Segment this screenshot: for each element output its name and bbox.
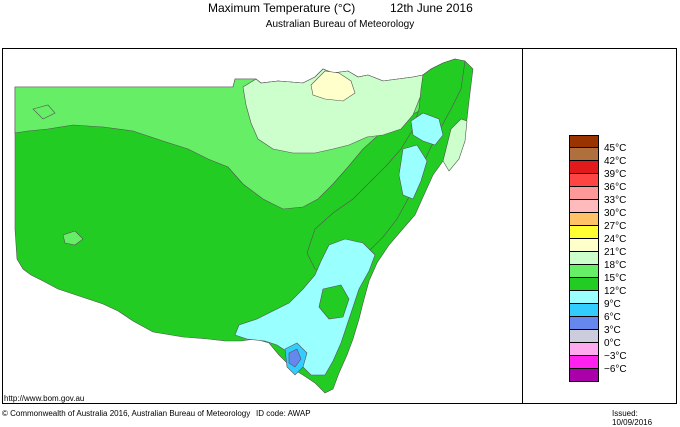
legend-row: 33°C <box>569 187 639 206</box>
legend-label-42: 42°C <box>604 156 627 167</box>
legend-label-12: 12°C <box>604 286 627 297</box>
legend-swatch-15 <box>569 265 599 278</box>
legend-label-3: 3°C <box>604 325 621 336</box>
legend-swatch-36 <box>569 174 599 187</box>
legend-swatch-bottom <box>569 369 599 382</box>
legend-label-30: 30°C <box>604 208 627 219</box>
legend-swatch-9 <box>569 291 599 304</box>
legend-row <box>569 369 639 382</box>
legend-label-39: 39°C <box>604 169 627 180</box>
legend-swatch-39 <box>569 161 599 174</box>
band-9-12-north2 <box>398 144 428 200</box>
band-12-15-south-island <box>318 284 350 320</box>
band-3-6-peak <box>288 348 302 368</box>
map-date: 12th June 2016 <box>390 1 473 15</box>
legend-row: 6°C <box>569 304 639 323</box>
band-15-18-patch1 <box>62 230 84 246</box>
legend-row: 0°C <box>569 330 639 349</box>
legend-label-45: 45°C <box>604 143 627 154</box>
legend-swatch-30 <box>569 200 599 213</box>
legend-swatch-minus6 <box>569 356 599 369</box>
legend-swatch-33 <box>569 187 599 200</box>
temperature-legend: 45°C 42°C 39°C 36°C 33°C 30°C 27°C 24°C … <box>569 135 639 382</box>
legend-label-0: 0°C <box>604 338 621 349</box>
legend-row: 15°C <box>569 265 639 284</box>
band-15-18-patch2 <box>32 104 56 120</box>
legend-label-36: 36°C <box>604 182 627 193</box>
footer: © Commonwealth of Australia 2016, Austra… <box>0 408 680 427</box>
copyright-text: © Commonwealth of Australia 2016, Austra… <box>2 409 251 418</box>
title-row: Maximum Temperature (°C) 12th June 2016 <box>0 0 680 16</box>
issued-date: Issued: 10/09/2016 <box>612 409 653 427</box>
legend-swatch-24 <box>569 226 599 239</box>
legend-row: 42°C <box>569 148 639 167</box>
legend-label-24: 24°C <box>604 234 627 245</box>
legend-row: 3°C <box>569 317 639 336</box>
legend-row: 21°C <box>569 239 639 258</box>
legend-swatch-21 <box>569 239 599 252</box>
map-frame <box>2 48 677 404</box>
legend-label-15: 15°C <box>604 273 627 284</box>
legend-label-18: 18°C <box>604 260 627 271</box>
legend-label-minus6: −6°C <box>604 364 627 375</box>
legend-row: 12°C <box>569 278 639 297</box>
legend-swatch-42 <box>569 148 599 161</box>
id-code: ID code: AWAP <box>256 409 311 418</box>
band-21-24 <box>310 70 356 102</box>
legend-row: 18°C <box>569 252 639 271</box>
legend-swatch-45 <box>569 135 599 148</box>
legend-label-33: 33°C <box>604 195 627 206</box>
legend-swatch-18 <box>569 252 599 265</box>
legend-label-6: 6°C <box>604 312 621 323</box>
legend-row: 39°C <box>569 161 639 180</box>
panel-divider <box>522 48 523 404</box>
temperature-map <box>14 58 474 394</box>
legend-row: −3°C <box>569 343 639 362</box>
legend-row: 24°C <box>569 226 639 245</box>
map-subtitle: Australian Bureau of Meteorology <box>265 19 415 30</box>
legend-row: 36°C <box>569 174 639 193</box>
legend-row: 45°C <box>569 135 639 154</box>
source-url: http://www.bom.gov.au <box>4 394 85 403</box>
legend-swatch-6 <box>569 304 599 317</box>
legend-row: 9°C <box>569 291 639 310</box>
legend-label-9: 9°C <box>604 299 621 310</box>
band-18-21-coast <box>442 118 468 172</box>
legend-row: −6°C <box>569 356 639 375</box>
legend-swatch-3 <box>569 317 599 330</box>
legend-label-minus3: −3°C <box>604 351 627 362</box>
legend-row: 27°C <box>569 213 639 232</box>
legend-swatch-27 <box>569 213 599 226</box>
legend-label-21: 21°C <box>604 247 627 258</box>
legend-swatch-0 <box>569 330 599 343</box>
legend-row: 30°C <box>569 200 639 219</box>
map-title: Maximum Temperature (°C) <box>208 1 356 15</box>
legend-swatch-minus3 <box>569 343 599 356</box>
band-9-12-north <box>410 112 444 146</box>
legend-label-27: 27°C <box>604 221 627 232</box>
legend-swatch-12 <box>569 278 599 291</box>
